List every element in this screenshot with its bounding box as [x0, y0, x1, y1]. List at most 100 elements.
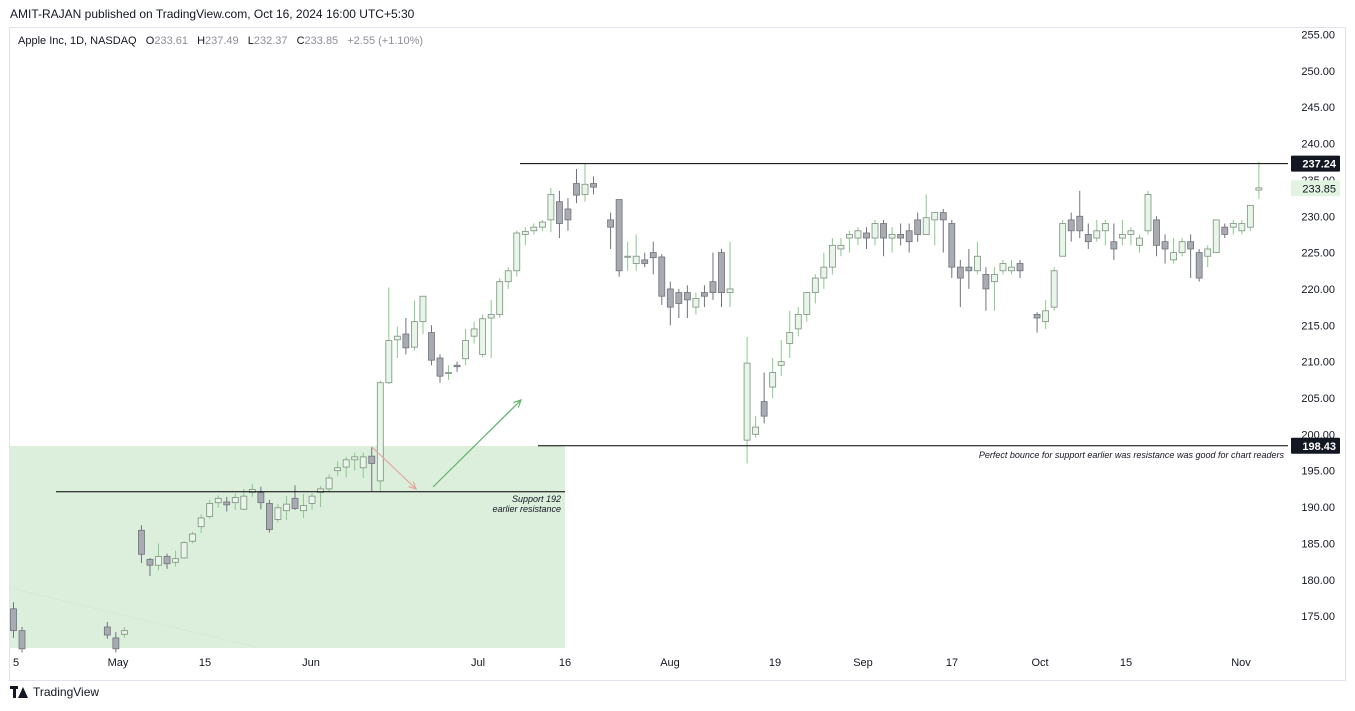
candle [803, 292, 811, 322]
candle-body [1127, 230, 1135, 235]
candle-body [743, 362, 751, 441]
candle-body [1204, 248, 1212, 257]
candle [1212, 219, 1220, 253]
candle-body [1084, 234, 1092, 243]
candle-body [922, 217, 930, 235]
candle-body [300, 505, 307, 512]
candle-body [939, 212, 947, 221]
candle [1144, 190, 1152, 235]
symbol-name: Apple Inc, 1D, NASDAQ [18, 35, 137, 47]
y-tick-label: 240.00 [1301, 139, 1335, 151]
pullback-arrow-shaft [371, 446, 417, 490]
candle-body [496, 281, 504, 315]
candle-body [556, 201, 563, 224]
footer-brand[interactable]: TradingView [10, 685, 99, 699]
candle-body [973, 255, 981, 272]
candle-body [1170, 252, 1177, 261]
candle [794, 307, 802, 337]
candle-body [769, 372, 777, 388]
candle [10, 602, 17, 638]
open-value: 233.61 [154, 35, 188, 47]
candle [820, 252, 828, 289]
candle [624, 241, 632, 271]
tradingview-logo-icon [10, 686, 29, 698]
candle [931, 212, 939, 246]
candle-body [453, 364, 461, 368]
breakout-arrow [432, 399, 522, 488]
support-zone [10, 445, 565, 648]
candle-body [138, 529, 145, 555]
candle-body [359, 456, 367, 469]
candle-body [1246, 204, 1254, 228]
candle-body [393, 335, 401, 341]
candle-body [351, 456, 359, 461]
candle [743, 336, 751, 464]
candle [811, 274, 819, 304]
candle [905, 223, 913, 253]
candle [590, 176, 597, 195]
candle [658, 254, 666, 305]
candle-body [649, 252, 657, 259]
candle-body [308, 495, 316, 504]
change-value: +2.55 (+1.10%) [347, 35, 424, 47]
candle-body [146, 558, 154, 566]
candle [359, 452, 367, 478]
candle [368, 447, 376, 492]
candle [436, 354, 444, 383]
candle-body [1221, 226, 1229, 235]
candle-body [675, 292, 683, 304]
candle [240, 488, 248, 510]
candle [828, 238, 836, 275]
candle [556, 190, 563, 239]
x-tick-label: 15 [199, 657, 211, 669]
candle [718, 248, 725, 308]
candle-body [231, 497, 239, 504]
candle [991, 267, 998, 311]
candle-body [265, 503, 273, 530]
candle [880, 219, 887, 257]
candle-body [683, 292, 691, 301]
candle [487, 299, 495, 359]
close-label: C [296, 35, 305, 47]
candle [547, 187, 555, 233]
candle-body [897, 234, 905, 239]
candle [581, 163, 589, 202]
price-label-text: 233.85 [1302, 183, 1336, 195]
candle [888, 227, 896, 253]
candle-body [368, 455, 376, 464]
x-tick-label: 16 [559, 657, 571, 669]
candle-body [888, 234, 896, 239]
candle-body [172, 558, 179, 563]
candle [300, 493, 307, 518]
candle-body [334, 467, 342, 472]
candle [393, 326, 401, 359]
candle-body [487, 313, 495, 319]
candle-body [521, 231, 529, 235]
candle [1161, 234, 1169, 264]
candle [701, 285, 708, 308]
candle [513, 230, 521, 277]
candle [1110, 223, 1118, 260]
candle-body [1153, 219, 1160, 246]
x-tick-label: 17 [946, 657, 958, 669]
candle-body [462, 340, 469, 360]
candle [257, 486, 265, 510]
candle [223, 496, 231, 512]
candle-body [1033, 313, 1041, 319]
note-perfect-bounce: Perfect bounce for support earlier was r… [979, 450, 1285, 460]
note-earlier-resistance: earlier resistance [492, 504, 561, 514]
candle-body [479, 318, 487, 355]
candle [1204, 245, 1212, 268]
candle-body [564, 208, 572, 221]
candle [1170, 238, 1177, 264]
candle-body [513, 232, 521, 272]
candle [709, 252, 717, 300]
candle-body [752, 426, 760, 435]
y-tick-label: 215.00 [1301, 320, 1335, 332]
candle [402, 318, 410, 355]
x-tick-label: Aug [660, 657, 680, 669]
candle [1195, 248, 1203, 282]
candle-body [1178, 241, 1186, 254]
candle-body [428, 332, 435, 361]
